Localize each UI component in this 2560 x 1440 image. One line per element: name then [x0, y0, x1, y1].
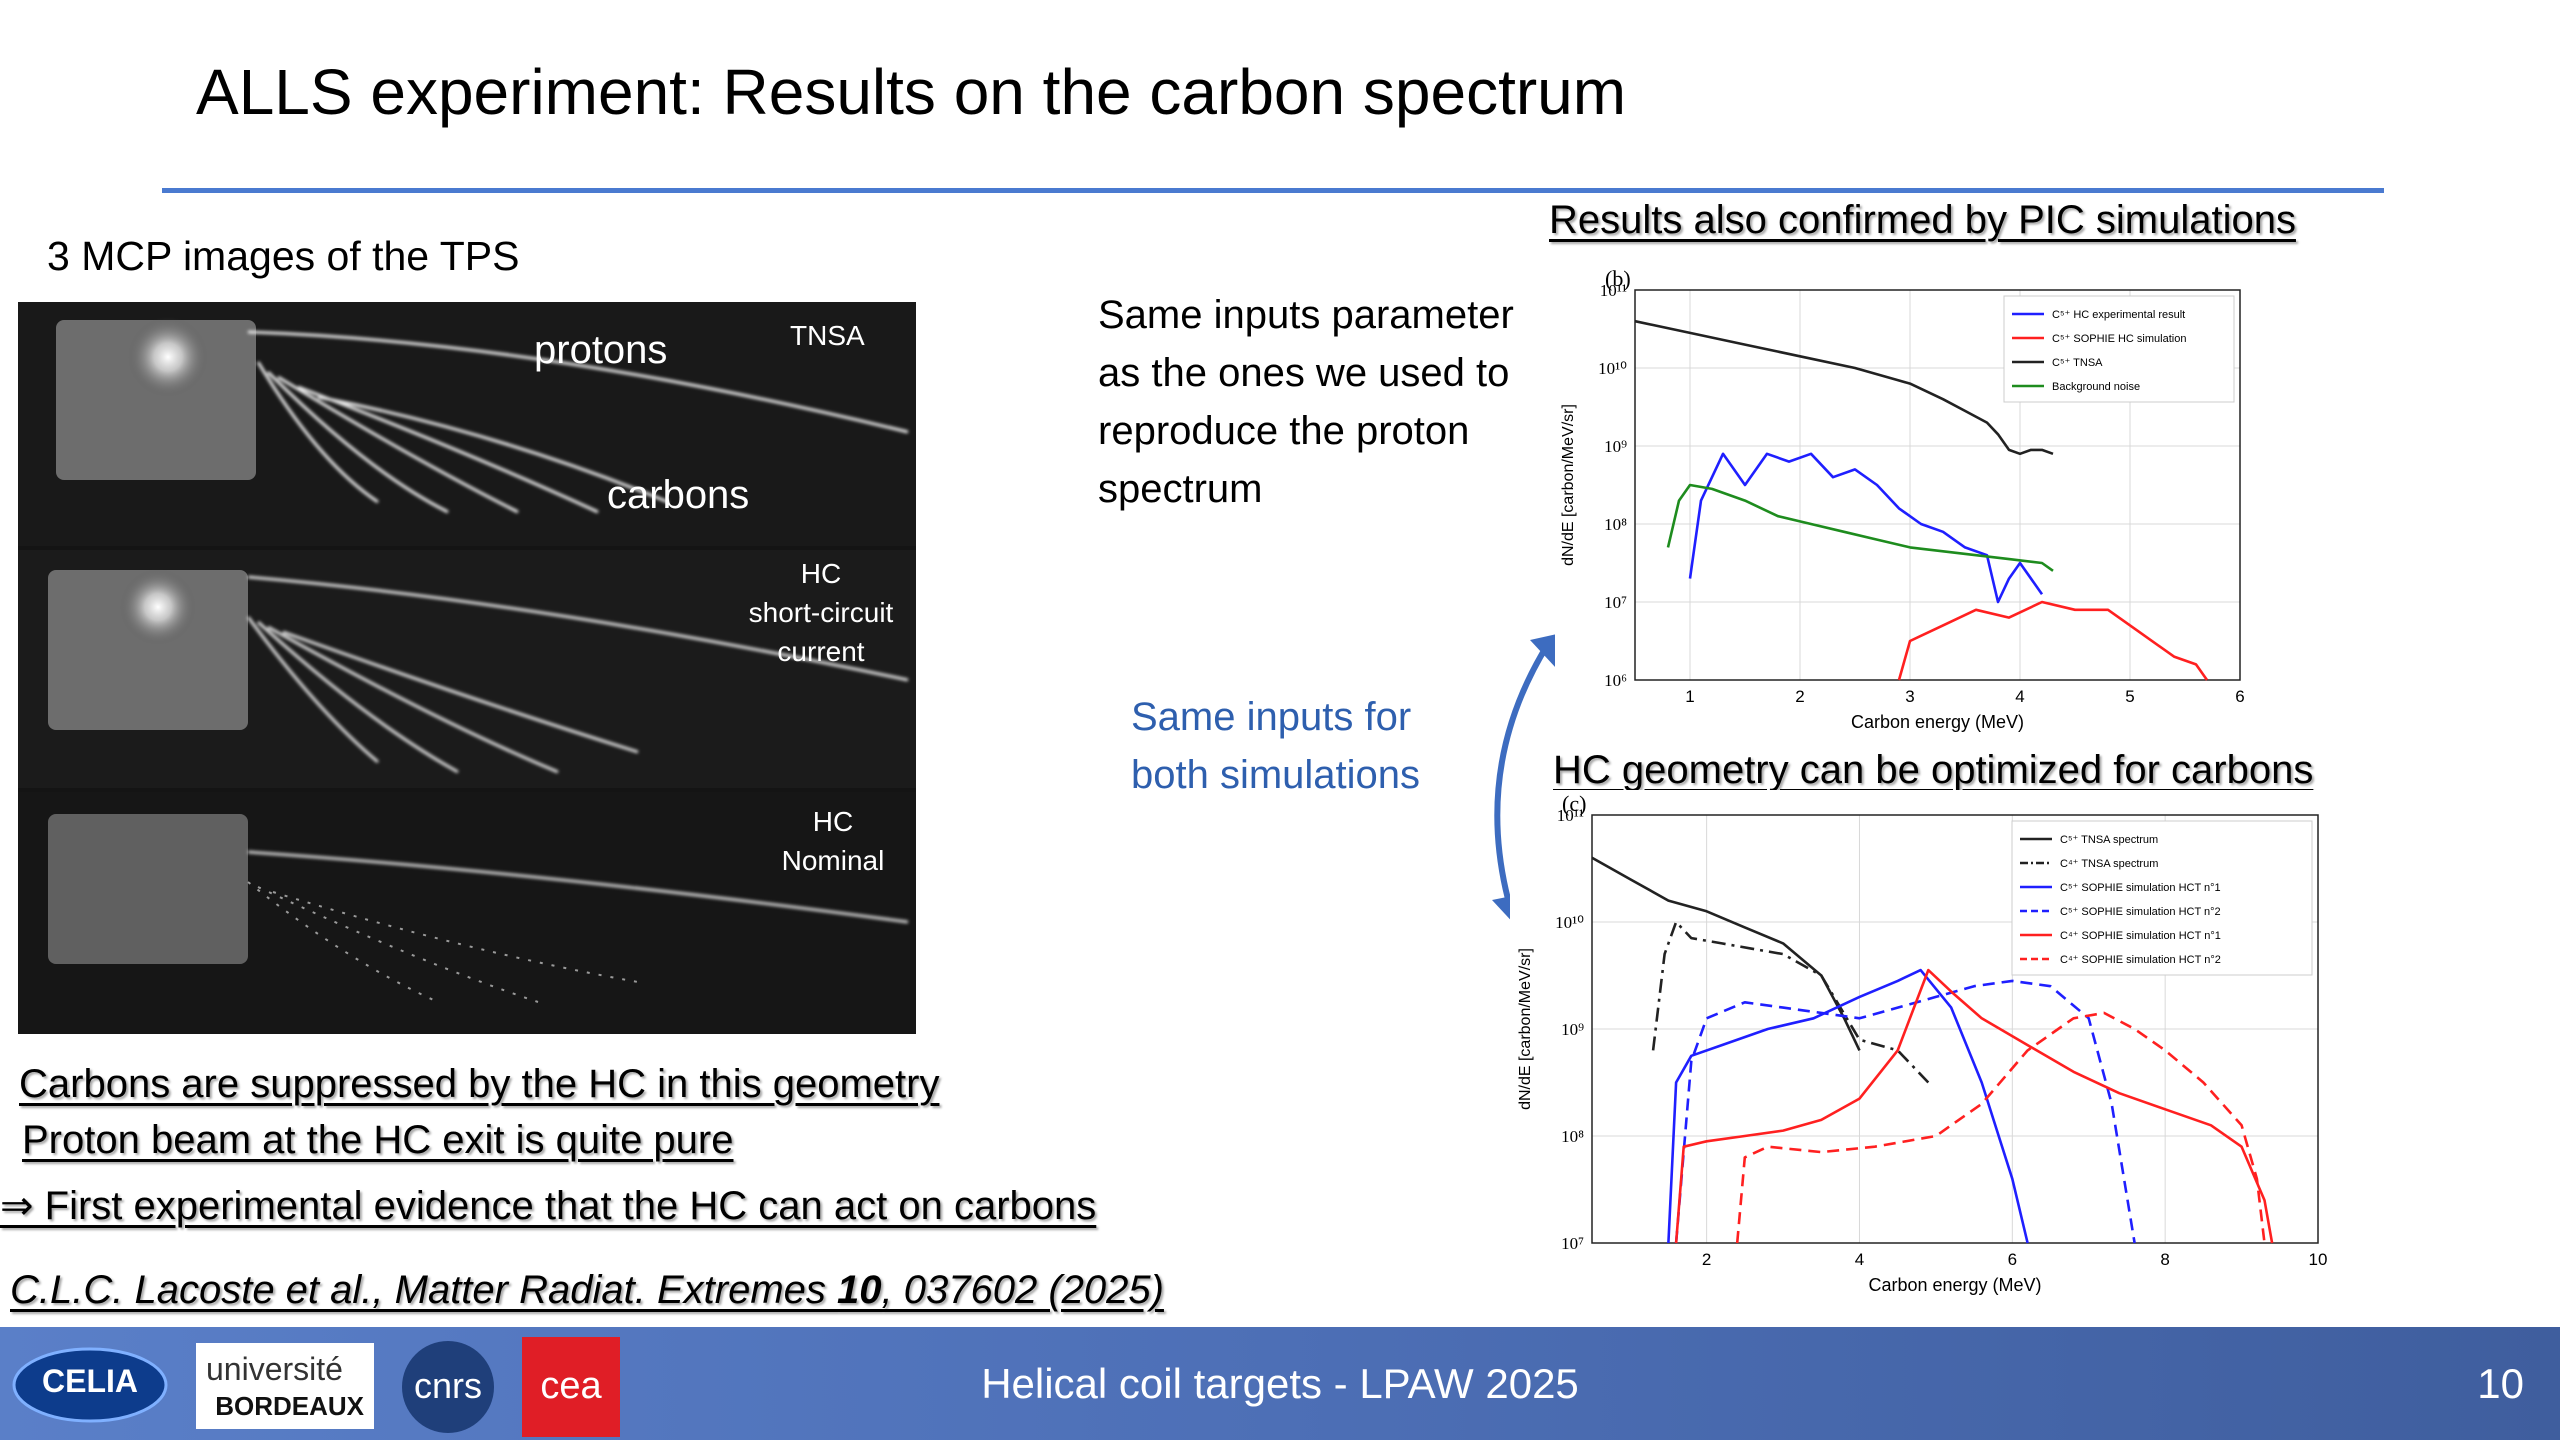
conclusion-3: ⇒ First experimental evidence that the H…	[0, 1184, 1097, 1228]
inputs-text-line: Same inputs parameter	[1098, 293, 1514, 337]
both-text-line: both simulations	[1131, 753, 1421, 797]
y-tick-label: 10¹⁰	[1598, 359, 1627, 378]
y-tick-label: 10¹⁰	[1555, 913, 1584, 932]
inputs-text-line: as the ones we used to	[1098, 351, 1510, 395]
legend-entry: C⁵⁺ TNSA spectrum	[2060, 834, 2158, 846]
footer-bar: CELIA université BORDEAUX cnrs cea Helic…	[0, 1327, 2560, 1440]
title-divider	[162, 188, 2384, 193]
cea-logo-text: cea	[540, 1365, 602, 1407]
chart-c: 2 4 6 8 10 10¹¹ 10¹⁰ 10⁹ 10⁸ 10⁷ Carbon energy (Me…	[1510, 790, 2350, 1326]
x-tick-label: 6	[2008, 1250, 2017, 1269]
citation-suffix: , 037602 (2025)	[881, 1268, 1164, 1312]
y-tick-label: 10⁷	[1561, 1234, 1584, 1253]
x-tick-label: 8	[2160, 1250, 2169, 1269]
series-line	[1688, 452, 2044, 604]
chart-b: 1 2 3 4 5 6 10¹¹ 10¹⁰ 10⁹ 10⁸ 10⁷ 10⁶ Carbon energy …	[1555, 255, 2295, 745]
hc-short-label-3: current	[777, 636, 865, 667]
legend-entry: C⁵⁺ TNSA	[2052, 357, 2103, 369]
series-line	[1651, 920, 1930, 1084]
both-text-line: Same inputs for	[1131, 695, 1412, 739]
x-tick-label: 4	[1855, 1250, 1864, 1269]
slide-title: ALLS experiment: Results on the carbon s…	[196, 56, 1627, 128]
series-line	[1735, 1011, 2266, 1244]
series-line	[1674, 979, 2136, 1244]
legend-box	[2011, 820, 2313, 976]
ub-logo-text-2: BORDEAUX	[215, 1391, 364, 1421]
inputs-text: Same inputs parameter as the ones we use…	[1098, 286, 1514, 518]
series-line	[1667, 968, 2029, 1244]
x-tick-label: 2	[1702, 1250, 1711, 1269]
plot-frame	[1634, 289, 2241, 681]
ub-logo: université BORDEAUX	[196, 1343, 374, 1429]
tnsa-label: TNSA	[790, 320, 865, 351]
legend-entry: C⁵⁺ HC experimental result	[2052, 309, 2185, 321]
citation-volume: 10	[837, 1268, 882, 1312]
x-axis-label: Carbon energy (MeV)	[1868, 1275, 2041, 1295]
legend-entry: C⁴⁺ SOPHIE simulation HCT n°2	[2060, 954, 2221, 966]
x-tick-label: 3	[1905, 687, 1914, 706]
x-tick-label: 10	[2309, 1250, 2328, 1269]
y-tick-label: 10⁶	[1604, 671, 1627, 690]
footer-title: Helical coil targets - LPAW 2025	[981, 1360, 1579, 1407]
legend-entry: Background noise	[2052, 381, 2140, 393]
series-line	[1674, 968, 2274, 1244]
cnrs-logo-text: cnrs	[413, 1365, 482, 1406]
x-tick-label: 5	[2125, 687, 2134, 706]
y-tick-label: 10⁷	[1604, 593, 1627, 612]
legend-entry: C⁵⁺ SOPHIE simulation HCT n°1	[2060, 882, 2221, 894]
x-axis-label: Carbon energy (MeV)	[1851, 712, 2024, 732]
page-number: 10	[2477, 1360, 2524, 1407]
legend-entry: C⁵⁺ SOPHIE simulation HCT n°2	[2060, 906, 2221, 918]
plot-frame	[1591, 814, 2319, 1244]
protons-label: protons	[534, 328, 668, 372]
celia-logo-text: CELIA	[42, 1363, 138, 1399]
mcp-image: protons carbons TNSA HC short-circuit cu…	[18, 302, 916, 1034]
mcp-label: 3 MCP images of the TPS	[47, 233, 520, 279]
series-line	[1666, 483, 2054, 572]
y-tick-label: 10⁹	[1561, 1020, 1584, 1039]
both-simulations-text: Same inputs for both simulations	[1131, 688, 1420, 804]
x-tick-label: 2	[1795, 687, 1804, 706]
y-tick-label: 10¹¹	[1600, 281, 1627, 300]
y-axis-label: dN/dE [carbon/MeV/sr]	[1517, 948, 1534, 1110]
y-tick-label: 10¹¹	[1557, 806, 1584, 825]
series-line	[1634, 319, 2054, 456]
conclusion-1: Carbons are suppressed by the HC in this…	[19, 1062, 940, 1106]
celia-logo-drawing	[12, 1347, 168, 1423]
inputs-text-line: reproduce the proton	[1098, 409, 1470, 453]
hc-short-label-1: HC	[800, 558, 842, 589]
hc-nominal-label-2: Nominal	[781, 845, 885, 876]
inputs-text-line: spectrum	[1098, 467, 1263, 511]
legend-entry: C⁵⁺ SOPHIE HC simulation	[2052, 333, 2186, 345]
series-line	[1591, 856, 1861, 1051]
chart-b-svg: 1 2 3 4 5 6 10¹¹ 10¹⁰ 10⁹ 10⁸ 10⁷ 10⁶ Carbon energy …	[1560, 266, 2245, 732]
hc-short-label-2: short-circuit	[748, 597, 894, 628]
ub-logo-text-1: université	[206, 1351, 343, 1387]
chart-c-svg: 2 4 6 8 10 10¹¹ 10¹⁰ 10⁹ 10⁸ 10⁷ Carbon energy (Me…	[1517, 791, 2328, 1295]
x-tick-label: 6	[2235, 687, 2244, 706]
panel-label: (c)	[1562, 791, 1586, 816]
legend-entry: C⁴⁺ TNSA spectrum	[2060, 858, 2158, 870]
x-tick-label: 1	[1685, 687, 1694, 706]
x-tick-label: 4	[2015, 687, 2024, 706]
series-line	[1897, 600, 2209, 681]
conclusion-2: Proton beam at the HC exit is quite pure	[22, 1118, 734, 1162]
y-tick-label: 10⁸	[1561, 1127, 1584, 1146]
carbons-label: carbons	[607, 473, 750, 517]
celia-logo: CELIA	[12, 1345, 168, 1425]
hc-heading: HC geometry can be optimized for carbons	[1553, 748, 2314, 792]
y-tick-label: 10⁸	[1604, 515, 1627, 534]
cea-logo: cea	[522, 1337, 620, 1437]
y-tick-label: 10⁹	[1604, 437, 1627, 456]
y-axis-label: dN/dE [carbon/MeV/sr]	[1560, 404, 1577, 566]
cnrs-logo: cnrs	[402, 1341, 494, 1433]
mcp-image-drawing	[18, 302, 916, 1034]
hc-nominal-label-1: HC	[812, 806, 854, 837]
pic-heading: Results also confirmed by PIC simulation…	[1549, 198, 2296, 242]
legend-entry: C⁴⁺ SOPHIE simulation HCT n°1	[2060, 930, 2221, 942]
panel-label: (b)	[1605, 266, 1631, 291]
citation-prefix: C.L.C. Lacoste et al., Matter Radiat. Ex…	[10, 1268, 837, 1312]
citation: C.L.C. Lacoste et al., Matter Radiat. Ex…	[10, 1268, 1164, 1313]
